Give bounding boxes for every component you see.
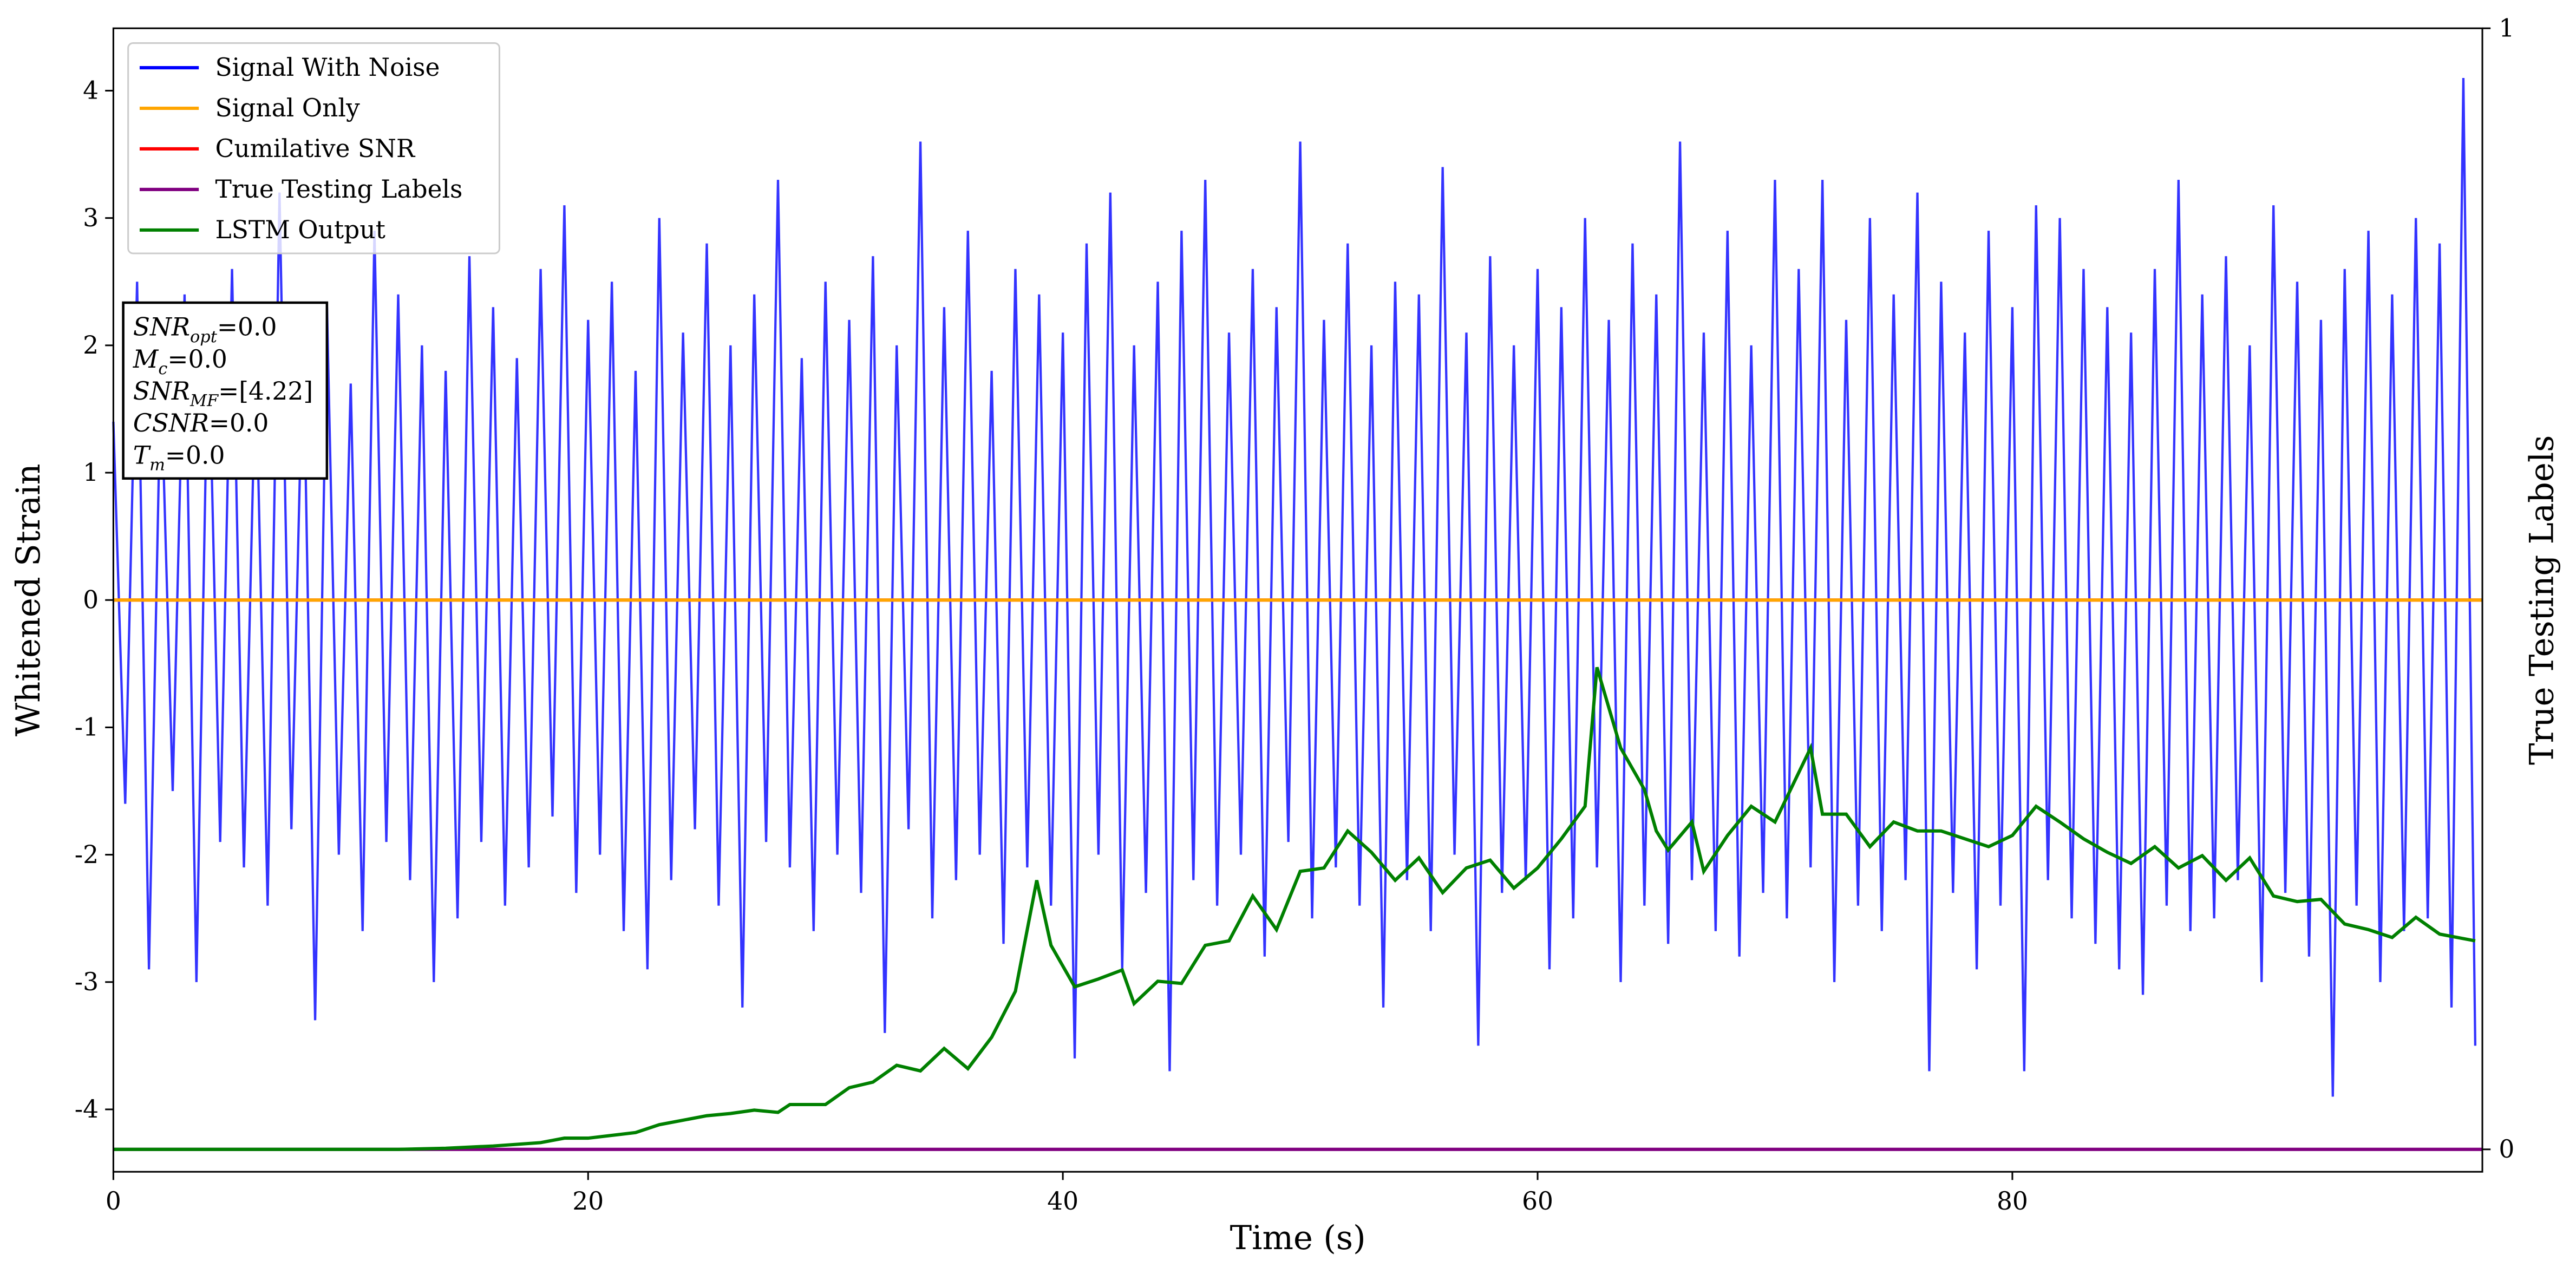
x-tick-label: 40 <box>1047 1187 1078 1216</box>
x-tick-label: 80 <box>1997 1187 2028 1216</box>
annotation-line: Tm=0.0 <box>133 441 225 474</box>
y2-tick-label: 0 <box>2499 1135 2514 1164</box>
y-tick-label: 4 <box>83 76 99 105</box>
y-tick-label: 3 <box>83 204 99 232</box>
annotation-line: SNRopt=0.0 <box>133 313 277 347</box>
legend-label: Signal With Noise <box>215 53 440 82</box>
series-line <box>112 77 2477 1097</box>
legend-label: True Testing Labels <box>215 175 463 204</box>
x-tick-label: 60 <box>1522 1187 1553 1216</box>
annotation-symbol: SNR <box>133 313 190 342</box>
legend-label: Cumilative SNR <box>215 134 416 163</box>
annotation-symbol: T <box>133 441 152 469</box>
annotation-line: Mc=0.0 <box>133 345 227 378</box>
legend: Signal With Noise Signal Only Cumilative S… <box>127 42 500 254</box>
x-axis-label: Time (s) <box>1230 1219 1366 1257</box>
annotation-subscript: opt <box>190 328 218 347</box>
y2-tick-label: 1 <box>2499 14 2514 42</box>
legend-box <box>127 42 500 254</box>
annotation-symbol: CSNR <box>133 409 209 437</box>
annotation-value: =0.0 <box>217 313 277 342</box>
x-tick-label: 0 <box>106 1187 121 1216</box>
y-tick-label: -1 <box>75 713 99 742</box>
annotation-subscript: c <box>158 360 167 378</box>
annotation-value: =0.0 <box>165 441 225 469</box>
annotation-symbol: M <box>133 345 159 374</box>
annotation-subscript: MF <box>189 391 219 410</box>
y-tick-label: -4 <box>75 1095 99 1123</box>
y2-axis-label: True Testing Labels <box>2523 435 2561 765</box>
y-tick-label: -3 <box>75 968 99 996</box>
x-tick-label: 20 <box>572 1187 604 1216</box>
legend-label: LSTM Output <box>215 215 385 244</box>
annotation-symbol: SNR <box>133 377 190 406</box>
annotation-line: SNRMF=[4.22] <box>133 377 313 410</box>
annotation-line: CSNR=0.0 <box>133 409 269 437</box>
y-axis-label: Whitened Strain <box>10 463 48 736</box>
y-tick-label: 0 <box>83 585 99 614</box>
y-tick-label: 2 <box>83 331 99 360</box>
annotation-box <box>122 301 329 480</box>
annotation-value: =0.0 <box>167 345 227 374</box>
annotation-value: =0.0 <box>209 409 269 437</box>
annotation-value: =[4.22] <box>218 377 313 406</box>
y-tick-label: -2 <box>75 840 99 869</box>
annotation-subscript: m <box>149 456 165 475</box>
series-line <box>113 667 2476 1151</box>
y-tick-label: 1 <box>83 458 99 487</box>
annotation: SNRopt=0.0Mc=0.0SNRMF=[4.22]CSNR=0.0Tm=0… <box>122 301 329 480</box>
legend-label: Signal Only <box>215 94 360 122</box>
